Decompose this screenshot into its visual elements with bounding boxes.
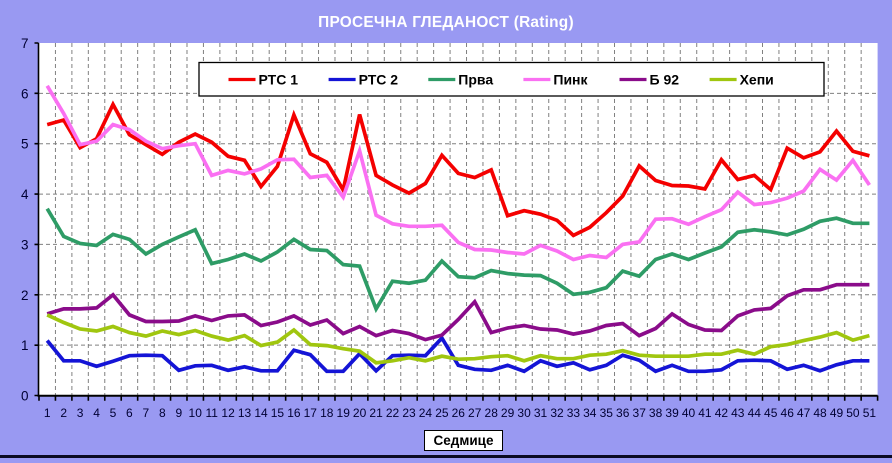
svg-text:38: 38 <box>649 406 663 420</box>
svg-text:50: 50 <box>846 406 860 420</box>
svg-text:31: 31 <box>534 406 548 420</box>
svg-text:29: 29 <box>501 406 515 420</box>
svg-text:10: 10 <box>189 406 203 420</box>
svg-text:21: 21 <box>369 406 383 420</box>
svg-text:16: 16 <box>287 406 301 420</box>
svg-text:5: 5 <box>110 406 117 420</box>
svg-text:12: 12 <box>221 406 235 420</box>
svg-text:6: 6 <box>126 406 133 420</box>
svg-text:46: 46 <box>781 406 795 420</box>
svg-text:14: 14 <box>254 406 268 420</box>
svg-text:51: 51 <box>863 406 877 420</box>
svg-text:44: 44 <box>748 406 762 420</box>
svg-text:20: 20 <box>353 406 367 420</box>
svg-text:28: 28 <box>485 406 499 420</box>
svg-text:34: 34 <box>583 406 597 420</box>
svg-text:7: 7 <box>143 406 150 420</box>
svg-text:40: 40 <box>682 406 696 420</box>
svg-text:39: 39 <box>665 406 679 420</box>
svg-text:22: 22 <box>386 406 400 420</box>
svg-text:1: 1 <box>44 406 51 420</box>
svg-text:Пинк: Пинк <box>553 72 588 88</box>
svg-text:35: 35 <box>600 406 614 420</box>
svg-text:4: 4 <box>93 406 100 420</box>
svg-text:2: 2 <box>21 288 29 303</box>
svg-text:18: 18 <box>320 406 334 420</box>
svg-text:49: 49 <box>830 406 844 420</box>
svg-text:5: 5 <box>21 137 29 152</box>
svg-text:42: 42 <box>715 406 729 420</box>
svg-text:37: 37 <box>633 406 647 420</box>
svg-text:41: 41 <box>698 406 712 420</box>
svg-text:1: 1 <box>21 338 29 353</box>
svg-text:13: 13 <box>238 406 252 420</box>
svg-text:РТС 1: РТС 1 <box>259 72 299 88</box>
svg-text:4: 4 <box>21 187 29 202</box>
svg-text:Б 92: Б 92 <box>650 72 680 88</box>
svg-text:33: 33 <box>567 406 581 420</box>
svg-text:23: 23 <box>402 406 416 420</box>
svg-text:11: 11 <box>205 406 218 420</box>
svg-text:15: 15 <box>271 406 285 420</box>
svg-text:30: 30 <box>517 406 531 420</box>
svg-text:25: 25 <box>435 406 449 420</box>
svg-text:3: 3 <box>21 237 29 252</box>
svg-text:17: 17 <box>304 406 318 420</box>
svg-text:26: 26 <box>452 406 466 420</box>
svg-text:7: 7 <box>21 36 29 51</box>
svg-text:32: 32 <box>550 406 564 420</box>
svg-text:9: 9 <box>175 406 182 420</box>
svg-text:2: 2 <box>60 406 67 420</box>
svg-text:47: 47 <box>797 406 811 420</box>
svg-text:48: 48 <box>813 406 827 420</box>
svg-text:6: 6 <box>21 86 29 101</box>
svg-text:РТС 2: РТС 2 <box>359 72 399 88</box>
svg-text:Хепи: Хепи <box>740 72 774 88</box>
svg-text:19: 19 <box>337 406 351 420</box>
svg-text:43: 43 <box>731 406 745 420</box>
svg-text:Прва: Прва <box>458 72 493 88</box>
svg-text:3: 3 <box>77 406 84 420</box>
svg-text:45: 45 <box>764 406 778 420</box>
svg-text:24: 24 <box>419 406 433 420</box>
svg-text:36: 36 <box>616 406 630 420</box>
svg-text:8: 8 <box>159 406 166 420</box>
svg-text:0: 0 <box>21 389 29 404</box>
svg-text:27: 27 <box>468 406 482 420</box>
